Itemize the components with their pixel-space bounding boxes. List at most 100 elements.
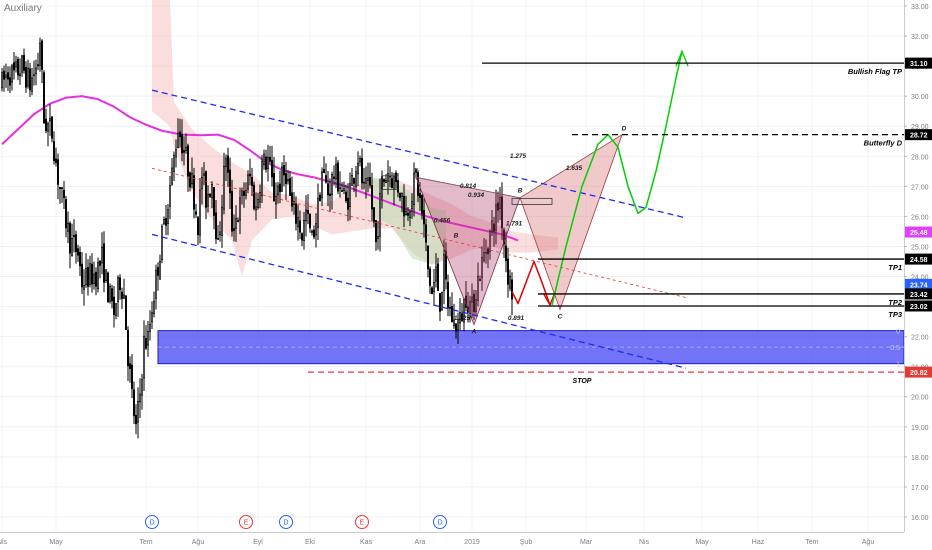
candle-body bbox=[75, 234, 77, 252]
candle-body bbox=[319, 194, 321, 202]
candle-body bbox=[161, 226, 163, 261]
candle-body bbox=[225, 158, 227, 167]
candle-body bbox=[179, 131, 181, 138]
candle-body bbox=[1, 72, 3, 89]
pattern-label: 1.275 bbox=[510, 153, 527, 160]
price-marker[interactable] bbox=[905, 129, 932, 141]
candle-body bbox=[387, 173, 389, 182]
candle-body bbox=[105, 269, 107, 282]
candle-body bbox=[163, 219, 165, 224]
candle-body bbox=[33, 74, 35, 77]
candle-body bbox=[7, 72, 9, 80]
event-marker[interactable] bbox=[355, 515, 369, 529]
candle-body bbox=[413, 173, 415, 205]
zone-fib-label: 1 bbox=[896, 362, 900, 369]
candle-body bbox=[411, 201, 413, 209]
candle-body bbox=[329, 193, 331, 196]
candle-body bbox=[193, 175, 195, 210]
candle-body bbox=[323, 169, 325, 174]
event-marker[interactable] bbox=[145, 515, 159, 529]
pattern-labels: X A B B C D 0.814 0.934 1.275 1.635 0.456 1.791 1.22… bbox=[413, 126, 627, 336]
candle-body bbox=[267, 156, 269, 169]
candle-body bbox=[271, 160, 273, 178]
candle-body bbox=[93, 273, 95, 284]
candle-body bbox=[133, 389, 135, 417]
candle-body bbox=[23, 55, 25, 71]
event-marker[interactable] bbox=[239, 515, 253, 529]
candle-body bbox=[403, 195, 405, 217]
price-marker[interactable] bbox=[905, 300, 932, 312]
time-tick-label: Nis bbox=[639, 539, 650, 546]
candle-body bbox=[237, 220, 239, 223]
price-tick-label: 24.00 bbox=[911, 275, 929, 282]
candle-body bbox=[361, 157, 363, 184]
levels: Bullish Flag TP Butterfly D TP1 TP2 TP3 STOP bbox=[308, 62, 904, 385]
price-marker[interactable] bbox=[905, 288, 932, 300]
candle-body bbox=[203, 173, 205, 176]
price-marker[interactable] bbox=[905, 226, 932, 238]
candle-body bbox=[373, 207, 375, 223]
candle-body bbox=[213, 187, 215, 216]
candle-body bbox=[77, 248, 79, 256]
price-marker[interactable] bbox=[905, 57, 932, 69]
candle-body bbox=[457, 319, 459, 331]
event-marker[interactable] bbox=[279, 515, 293, 529]
candle-body bbox=[217, 238, 219, 240]
candle-body bbox=[475, 299, 477, 312]
candle-body bbox=[377, 236, 379, 239]
candle-body bbox=[259, 192, 261, 203]
candle-body bbox=[317, 198, 319, 228]
candle-body bbox=[473, 293, 475, 313]
price-marker-label: 23.02 bbox=[910, 304, 928, 311]
candle-body bbox=[145, 338, 147, 349]
candle-body bbox=[3, 70, 5, 80]
candles bbox=[1, 37, 513, 439]
event-marker[interactable] bbox=[433, 515, 447, 529]
candle-body bbox=[253, 184, 255, 209]
candle-body bbox=[365, 178, 367, 184]
zone-fib-label: 0 bbox=[896, 329, 900, 336]
candle-body bbox=[249, 173, 251, 177]
candle-body bbox=[281, 166, 283, 192]
candle-body bbox=[39, 42, 41, 66]
candle-body bbox=[333, 176, 335, 179]
channel-lower[interactable] bbox=[151, 233, 687, 369]
projection-red-arrow bbox=[543, 294, 555, 307]
candle-body bbox=[15, 61, 17, 68]
candle-body bbox=[257, 199, 259, 208]
candle-body bbox=[509, 275, 511, 289]
event-marker-label: D bbox=[283, 520, 288, 527]
candle-body bbox=[97, 262, 99, 289]
candle-body bbox=[493, 223, 495, 232]
candle-body bbox=[143, 335, 145, 379]
candle-body bbox=[379, 193, 381, 237]
candle-body bbox=[183, 150, 185, 153]
price-marker[interactable] bbox=[905, 366, 932, 378]
candle-body bbox=[41, 40, 43, 70]
candle-body bbox=[233, 228, 235, 231]
candle-body bbox=[115, 303, 117, 316]
candle-body bbox=[369, 177, 371, 186]
candle-body bbox=[453, 319, 455, 326]
candle-body bbox=[321, 171, 323, 198]
price-tick-label: 27.00 bbox=[911, 184, 929, 191]
channel-upper[interactable] bbox=[151, 89, 687, 219]
candle-body bbox=[443, 254, 445, 292]
pattern-label: X bbox=[413, 168, 419, 175]
pattern-label: B bbox=[454, 232, 459, 239]
candle-body bbox=[53, 141, 55, 162]
candle-body bbox=[367, 177, 369, 181]
candle-body bbox=[363, 181, 365, 184]
candle-body bbox=[391, 178, 393, 189]
candle-body bbox=[255, 206, 257, 211]
candle-body bbox=[111, 288, 113, 302]
price-tick-label: 18.00 bbox=[911, 455, 929, 462]
candle-body bbox=[461, 313, 463, 321]
candle-body bbox=[355, 171, 357, 187]
candle-body bbox=[427, 245, 429, 270]
price-marker[interactable] bbox=[905, 278, 932, 290]
price-marker[interactable] bbox=[905, 253, 932, 265]
candle-body bbox=[393, 175, 395, 190]
candle-body bbox=[129, 363, 131, 369]
